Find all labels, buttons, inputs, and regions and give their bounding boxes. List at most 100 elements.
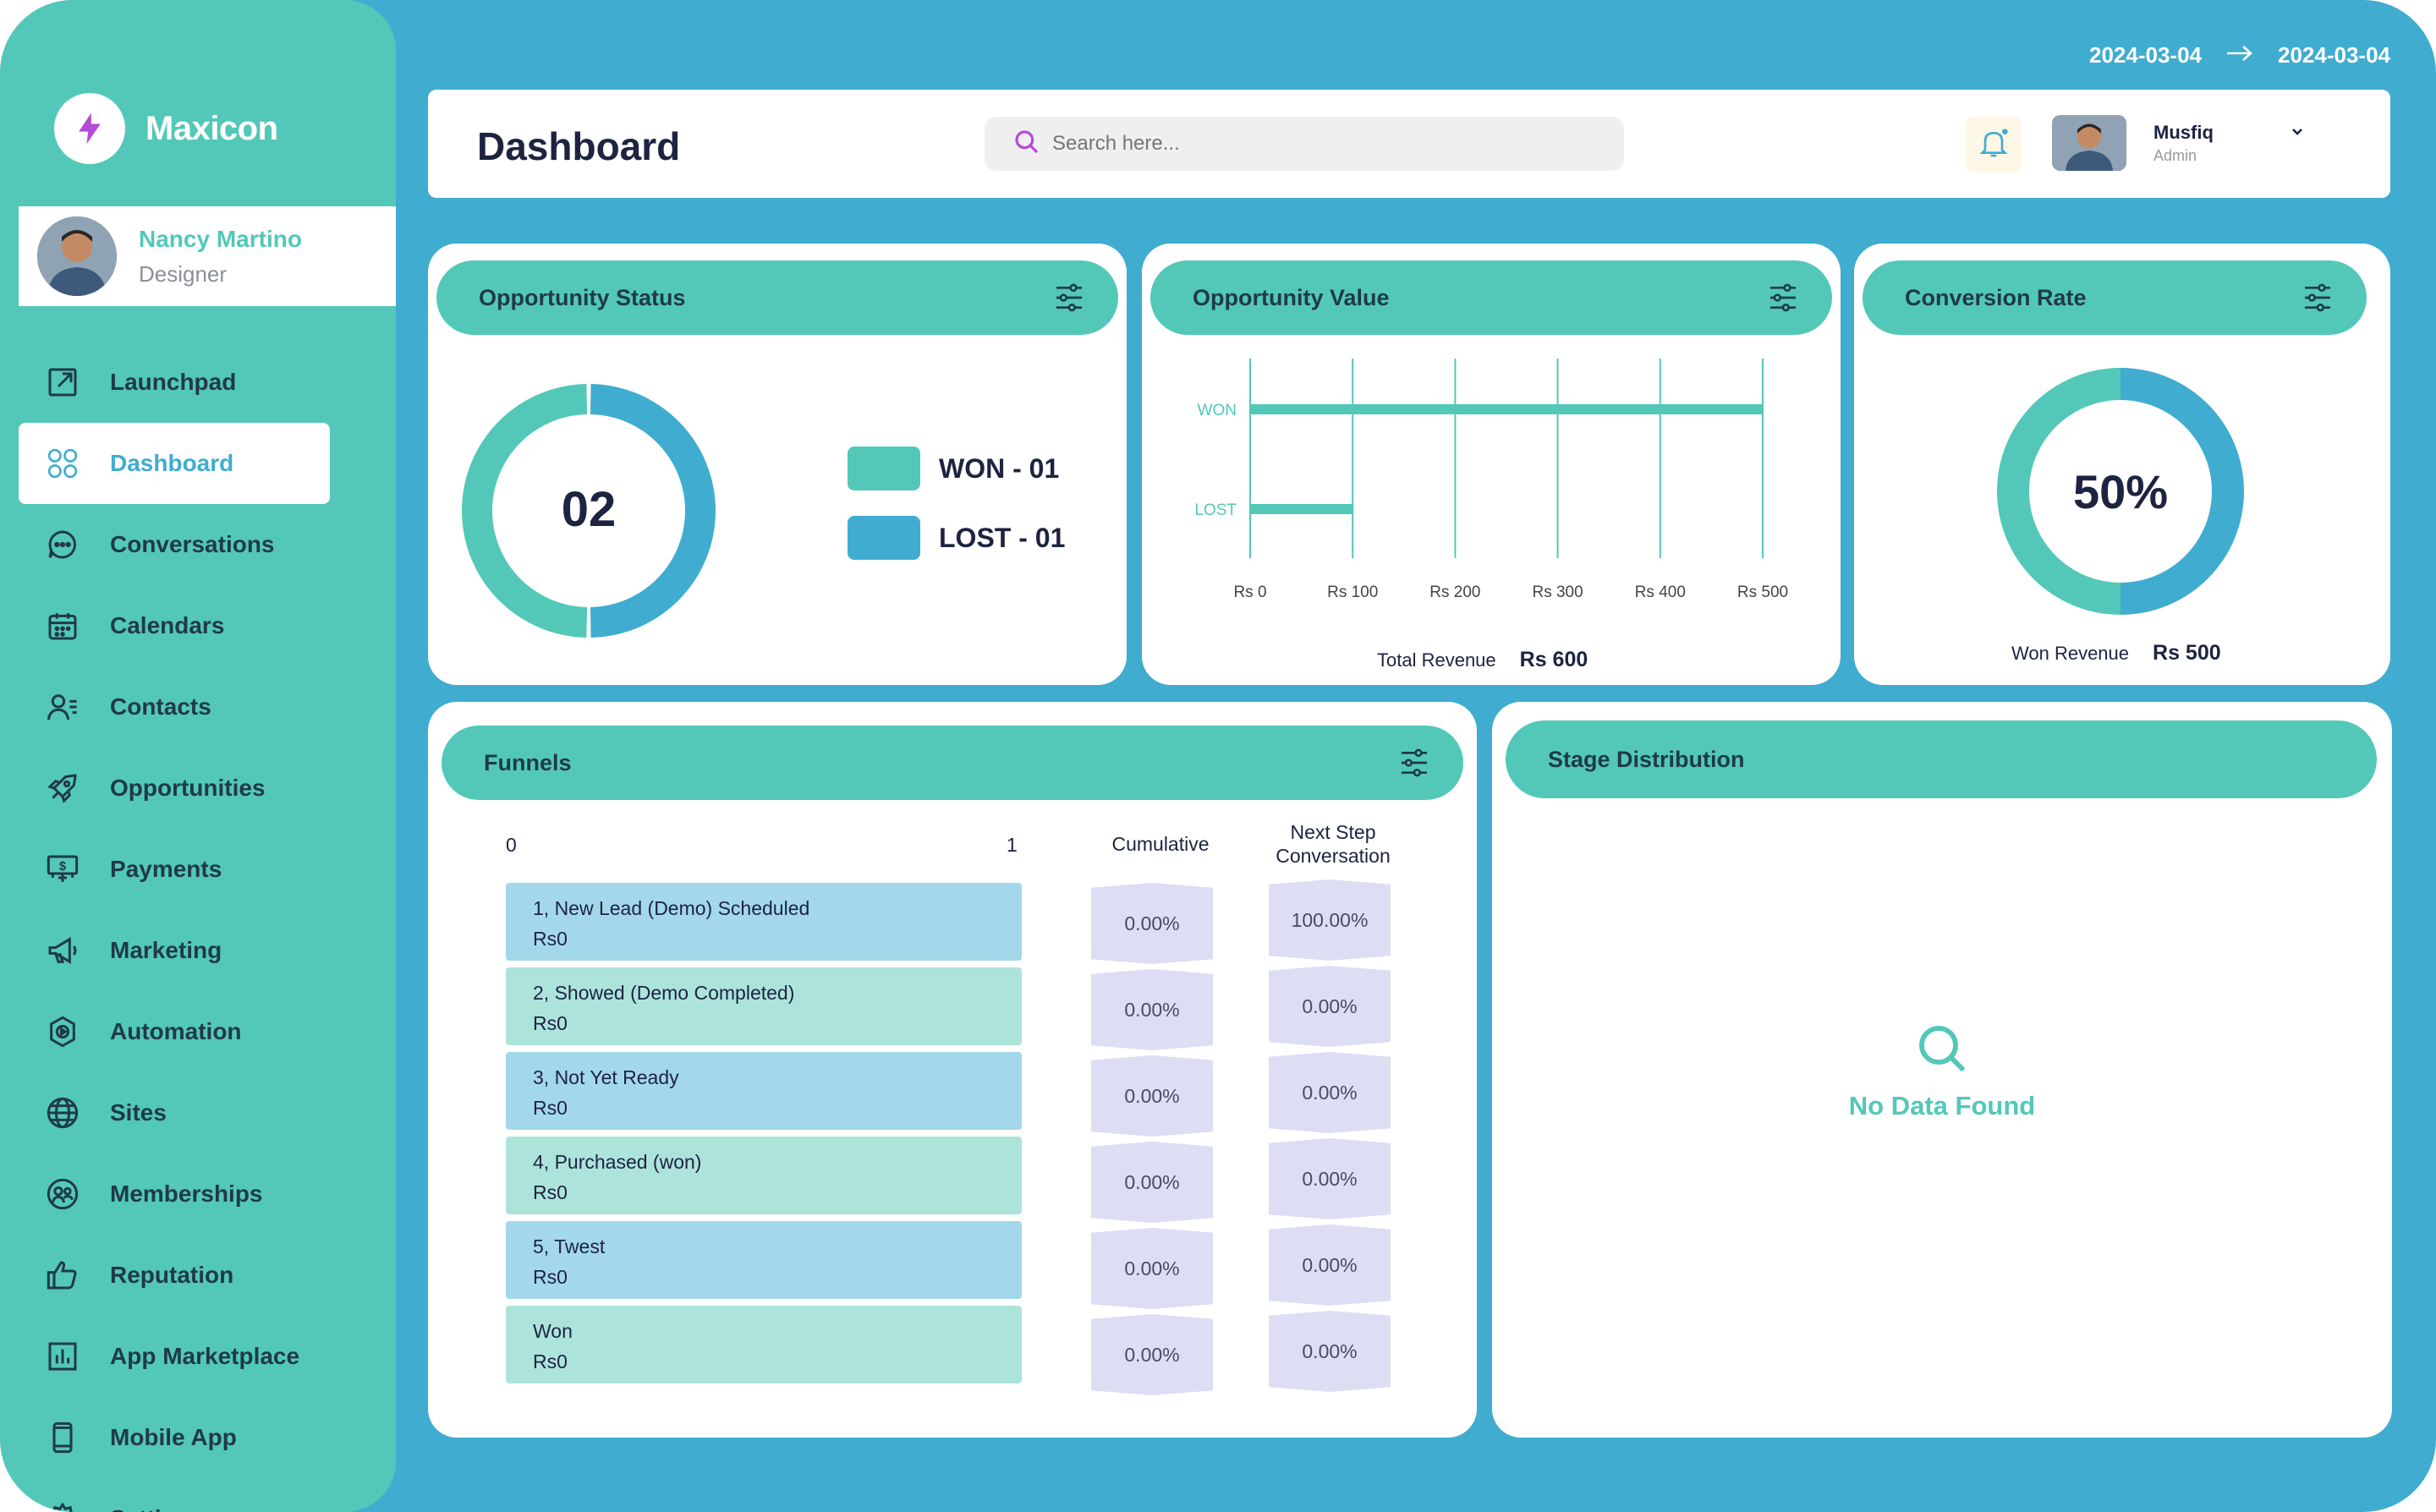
cumulative-value: 0.00%: [1091, 1142, 1213, 1223]
sidebar-item-mobile-app[interactable]: Mobile App: [19, 1397, 330, 1478]
funnel-row[interactable]: 3, Not Yet Ready Rs0: [506, 1052, 1022, 1130]
sidebar-item-label: Conversations: [110, 531, 275, 557]
cumulative-value: 0.00%: [1091, 1314, 1213, 1395]
next-step-value: 0.00%: [1269, 1138, 1391, 1219]
donut-slice-lost: [590, 384, 716, 638]
cumulative-value: 0.00%: [1091, 1228, 1213, 1309]
sidebar-item-label: Opportunities: [110, 775, 266, 801]
arrow-right-icon: [2225, 42, 2254, 68]
total-revenue: Total Revenue Rs 600: [1377, 648, 1588, 672]
notification-button[interactable]: [1966, 117, 2022, 173]
sidebar-item-label: Payments: [110, 856, 222, 882]
card-title: Opportunity Value: [1193, 284, 1390, 310]
conversion-rate-donut: 50%: [1997, 368, 2244, 615]
bell-icon: [1977, 126, 2011, 164]
globe-icon: [44, 1094, 81, 1131]
funnel-stage-name: 3, Not Yet Ready: [533, 1066, 679, 1088]
legend-item-won: WON - 01: [848, 446, 1059, 490]
date-range[interactable]: 2024-03-04 2024-03-04: [2089, 42, 2390, 68]
funnel-row[interactable]: 1, New Lead (Demo) Scheduled Rs0: [506, 883, 1022, 961]
sidebar-item-payments[interactable]: $ Payments: [19, 829, 330, 910]
profile-name: Nancy Martino: [139, 225, 302, 252]
app-name: Maxicon: [145, 109, 278, 147]
chat-bubble-icon: [44, 526, 81, 563]
won-revenue: Won Revenue Rs 500: [2011, 641, 2221, 666]
funnel-axis-min: 0: [506, 834, 517, 856]
sidebar-item-dashboard[interactable]: Dashboard: [19, 423, 330, 504]
opportunity-status-card: Opportunity Status 02 WON - 01 LOST - 01: [428, 244, 1127, 685]
funnel-stage-amount: Rs0: [533, 928, 568, 950]
funnel-stage-amount: Rs0: [533, 1181, 568, 1203]
sidebar-item-sites[interactable]: Sites: [19, 1072, 330, 1153]
sidebar-item-label: Reputation: [110, 1262, 234, 1288]
sidebar-item-label: Calendars: [110, 612, 225, 638]
sidebar-item-label: Automation: [110, 1018, 242, 1044]
search-icon: [1013, 129, 1040, 160]
calendar-icon: [44, 607, 81, 644]
sidebar-item-opportunities[interactable]: Opportunities: [19, 748, 330, 829]
card-header: Opportunity Value: [1150, 260, 1832, 335]
sidebar-item-calendars[interactable]: Calendars: [19, 585, 330, 666]
avatar: [37, 216, 117, 296]
user-avatar[interactable]: [2052, 115, 2126, 171]
sidebar-item-label: Mobile App: [110, 1424, 237, 1450]
total-revenue-label: Total Revenue: [1377, 649, 1496, 671]
next-step-value: 0.00%: [1269, 966, 1391, 1047]
automation-icon: [44, 1013, 81, 1050]
sidebar-item-label: Marketing: [110, 937, 222, 963]
donut-slice-won: [462, 384, 588, 638]
funnel-row[interactable]: Won Rs0: [506, 1306, 1022, 1383]
search-bar[interactable]: [985, 117, 1624, 171]
legend-label: WON - 01: [939, 452, 1060, 484]
search-input[interactable]: [1052, 132, 1560, 156]
cumulative-value: 0.00%: [1091, 969, 1213, 1050]
filter-icon[interactable]: [1052, 281, 1086, 319]
chevron-down-icon[interactable]: [2287, 122, 2307, 146]
filter-icon[interactable]: [2301, 281, 2334, 319]
donut-center-label: 02: [562, 482, 617, 537]
thumbs-up-icon: [44, 1257, 81, 1294]
filter-icon[interactable]: [1766, 281, 1800, 319]
funnel-axis-max: 1: [1007, 834, 1018, 856]
sidebar-item-launchpad[interactable]: Launchpad: [19, 342, 330, 423]
card-title: Funnels: [484, 749, 572, 775]
payment-icon: $: [44, 851, 81, 888]
funnel-row[interactable]: 4, Purchased (won) Rs0: [506, 1137, 1022, 1214]
rocket-icon: [44, 770, 81, 807]
date-start: 2024-03-04: [2089, 42, 2202, 68]
sidebar-item-marketing[interactable]: Marketing: [19, 910, 330, 991]
sidebar-item-reputation[interactable]: Reputation: [19, 1235, 330, 1316]
sidebar-item-automation[interactable]: Automation: [19, 991, 330, 1072]
mobile-icon: [44, 1419, 81, 1456]
won-revenue-label: Won Revenue: [2011, 643, 2130, 664]
logo[interactable]: Maxicon: [54, 93, 278, 164]
sidebar-item-label: Dashboard: [110, 450, 234, 476]
cumulative-value: 0.00%: [1091, 1055, 1213, 1137]
funnel-stage-name: Won: [533, 1320, 573, 1342]
sidebar-item-label: Memberships: [110, 1181, 263, 1207]
filter-icon[interactable]: [1397, 746, 1431, 784]
header-bar: Dashboard Musfiq Admin: [428, 90, 2390, 198]
sidebar-item-label: Settings: [110, 1505, 203, 1512]
user-role: Admin: [2153, 147, 2197, 164]
x-tick-label: Rs 400: [1635, 583, 1686, 601]
x-tick-label: Rs 100: [1327, 583, 1378, 601]
memberships-icon: [44, 1175, 81, 1213]
card-title: Conversion Rate: [1905, 284, 2087, 310]
funnel-stage-amount: Rs0: [533, 1012, 568, 1034]
donut-center-label: 50%: [2073, 465, 2168, 518]
sidebar-item-settings[interactable]: Settings: [19, 1478, 330, 1512]
sidebar-item-memberships[interactable]: Memberships: [19, 1153, 330, 1235]
profile-card[interactable]: Nancy Martino Designer: [19, 206, 396, 306]
external-link-icon: [44, 364, 81, 401]
sidebar-item-contacts[interactable]: Contacts: [19, 666, 330, 748]
sidebar-item-app-marketplace[interactable]: App Marketplace: [19, 1316, 330, 1397]
column-header-line: Next Step: [1290, 821, 1376, 843]
funnel-row[interactable]: 5, Twest Rs0: [506, 1221, 1022, 1299]
funnels-card: Funnels 0 1 Cumulative Next Step Convers…: [428, 702, 1477, 1438]
sidebar-item-conversations[interactable]: Conversations: [19, 504, 330, 585]
sidebar: Maxicon Nancy Martino Designer: [0, 0, 396, 1512]
funnel-row[interactable]: 2, Showed (Demo Completed) Rs0: [506, 967, 1022, 1045]
x-tick-label: Rs 500: [1737, 583, 1788, 601]
donut-slice-won: [2121, 368, 2244, 615]
